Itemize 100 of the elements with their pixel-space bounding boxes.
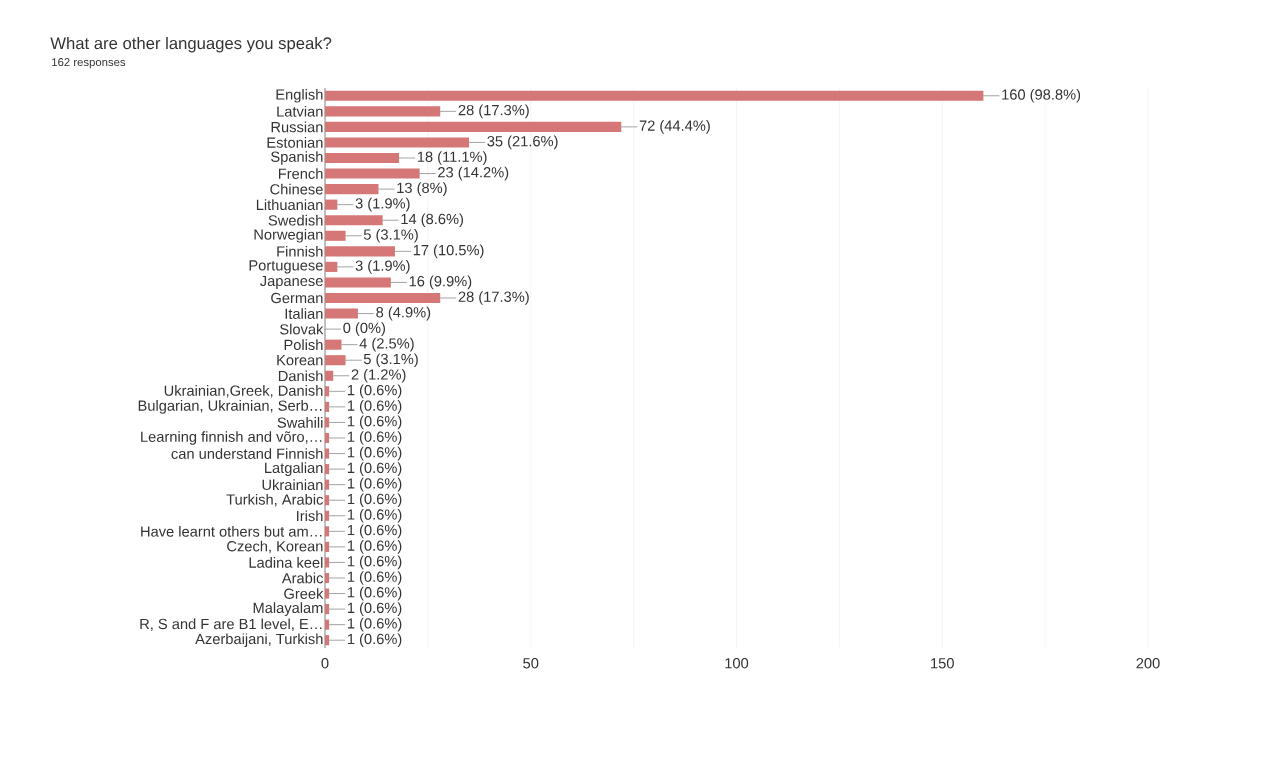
y-tick-label: Have learnt others but am… — [141, 525, 322, 537]
y-tick-label: Danish — [278, 370, 323, 382]
y-tick-label: Swahili — [277, 417, 323, 428]
bar — [325, 619, 330, 630]
bar — [325, 495, 330, 506]
bar — [325, 168, 420, 179]
y-tick-label: Bulgarian, Ukrainian, Serb… — [138, 400, 322, 414]
data-label: 14 (8.6%) — [401, 213, 463, 228]
bar — [325, 386, 330, 397]
data-label: 1 (0.6%) — [347, 540, 402, 554]
data-label: 72 (44.4%) — [639, 120, 710, 134]
data-label: 0 (0%) — [343, 322, 386, 336]
bar — [325, 106, 441, 117]
bar — [325, 510, 330, 521]
y-tick-label: Latvian — [277, 105, 323, 117]
y-tick-label: R, S and F are B1 level, E… — [140, 618, 322, 631]
data-label: 35 (21.6%) — [487, 135, 558, 150]
y-tick-label: Norwegian — [254, 228, 323, 243]
bar — [325, 308, 358, 319]
data-label: 16 (9.9%) — [409, 275, 472, 290]
y-tick-label: Slovak — [280, 323, 324, 335]
bar — [325, 261, 338, 272]
bar — [325, 448, 330, 459]
bar — [325, 432, 330, 444]
x-tick-label: 0 — [321, 658, 329, 669]
y-tick-label: Spanish — [271, 151, 323, 165]
x-tick-label: 50 — [523, 658, 539, 669]
y-tick-label: Greek — [284, 588, 324, 599]
data-label: 1 (0.6%) — [347, 493, 402, 508]
data-label: 1 (0.6%) — [347, 524, 402, 539]
y-tick-label: Portuguese — [249, 260, 323, 274]
y-tick-label: Chinese — [270, 183, 323, 195]
bar — [325, 464, 330, 475]
bar — [325, 277, 391, 288]
bar — [325, 137, 470, 148]
y-tick-label: Finnish — [277, 245, 323, 257]
bar — [325, 635, 330, 646]
y-tick-label: Azerbaijani, Turkish — [195, 633, 323, 648]
bar — [325, 557, 330, 568]
data-label: 13 (8%) — [397, 182, 447, 196]
y-tick-label: Italian — [285, 308, 323, 319]
bar — [325, 355, 346, 366]
y-tick-label: Learning finnish and võro,… — [141, 431, 322, 445]
y-tick-label: Malayalam — [253, 602, 323, 616]
bar — [325, 339, 342, 350]
data-label: 2 (1.2%) — [351, 368, 406, 383]
y-tick-label: French — [278, 168, 323, 179]
data-label: 1 (0.6%) — [347, 415, 402, 430]
data-label: 28 (17.3%) — [458, 104, 529, 119]
data-label: 3 (1.9%) — [355, 197, 410, 212]
bar — [325, 541, 330, 552]
data-label: 1 (0.6%) — [347, 462, 402, 476]
bar — [325, 184, 379, 195]
y-tick-label: Swedish — [268, 214, 323, 226]
data-label: 1 (0.6%) — [347, 602, 402, 616]
y-tick-label: Irish — [297, 510, 323, 522]
y-tick-label: Lithuanian — [256, 199, 323, 211]
y-tick-label: Korean — [277, 355, 323, 366]
bar — [325, 121, 622, 132]
bar — [325, 572, 330, 584]
data-label: 4 (2.5%) — [359, 337, 414, 352]
data-label: 1 (0.6%) — [347, 400, 402, 414]
x-tick-label: 150 — [931, 658, 954, 669]
bar — [325, 246, 395, 257]
data-label: 23 (14.2%) — [438, 166, 509, 181]
bar — [325, 90, 984, 101]
data-label: 18 (11.1%) — [417, 151, 487, 165]
bar — [325, 370, 334, 381]
bar — [325, 199, 338, 210]
data-label: 1 (0.6%) — [347, 508, 402, 523]
data-label: 1 (0.6%) — [347, 431, 402, 445]
data-label: 28 (17.3%) — [458, 291, 529, 305]
data-label: 1 (0.6%) — [347, 555, 402, 570]
y-tick-label: can understand Finnish — [171, 448, 323, 459]
data-label: 1 (0.6%) — [347, 586, 402, 601]
bar — [325, 526, 330, 537]
y-tick-label: Czech, Korean — [227, 540, 323, 554]
data-label: 5 (3.1%) — [363, 228, 418, 243]
bar — [325, 417, 330, 428]
x-tick-label: 100 — [725, 658, 749, 669]
y-tick-label: Polish — [284, 339, 323, 351]
data-label: 3 (1.9%) — [355, 260, 410, 274]
y-tick-label: Arabic — [281, 572, 324, 584]
text: What are other languages you speak? — [50, 36, 332, 53]
data-label: 1 (0.6%) — [347, 477, 402, 492]
bar — [325, 588, 330, 599]
data-label: 5 (3.1%) — [363, 353, 418, 368]
bar — [325, 604, 330, 615]
bar — [325, 479, 330, 490]
data-label: 160 (98.8%) — [1002, 88, 1081, 103]
bar — [325, 401, 330, 412]
y-tick-label: Ukrainian — [262, 479, 323, 491]
y-tick-label: German — [271, 292, 323, 304]
bar — [325, 152, 400, 164]
y-tick-label: Latgalian — [265, 462, 323, 476]
data-label: 1 (0.6%) — [347, 633, 402, 648]
y-tick-label: Turkish, Arabic — [226, 493, 323, 507]
x-tick-label: 200 — [1136, 658, 1160, 669]
bar — [325, 230, 346, 241]
data-label: 8 (4.9%) — [376, 306, 431, 321]
